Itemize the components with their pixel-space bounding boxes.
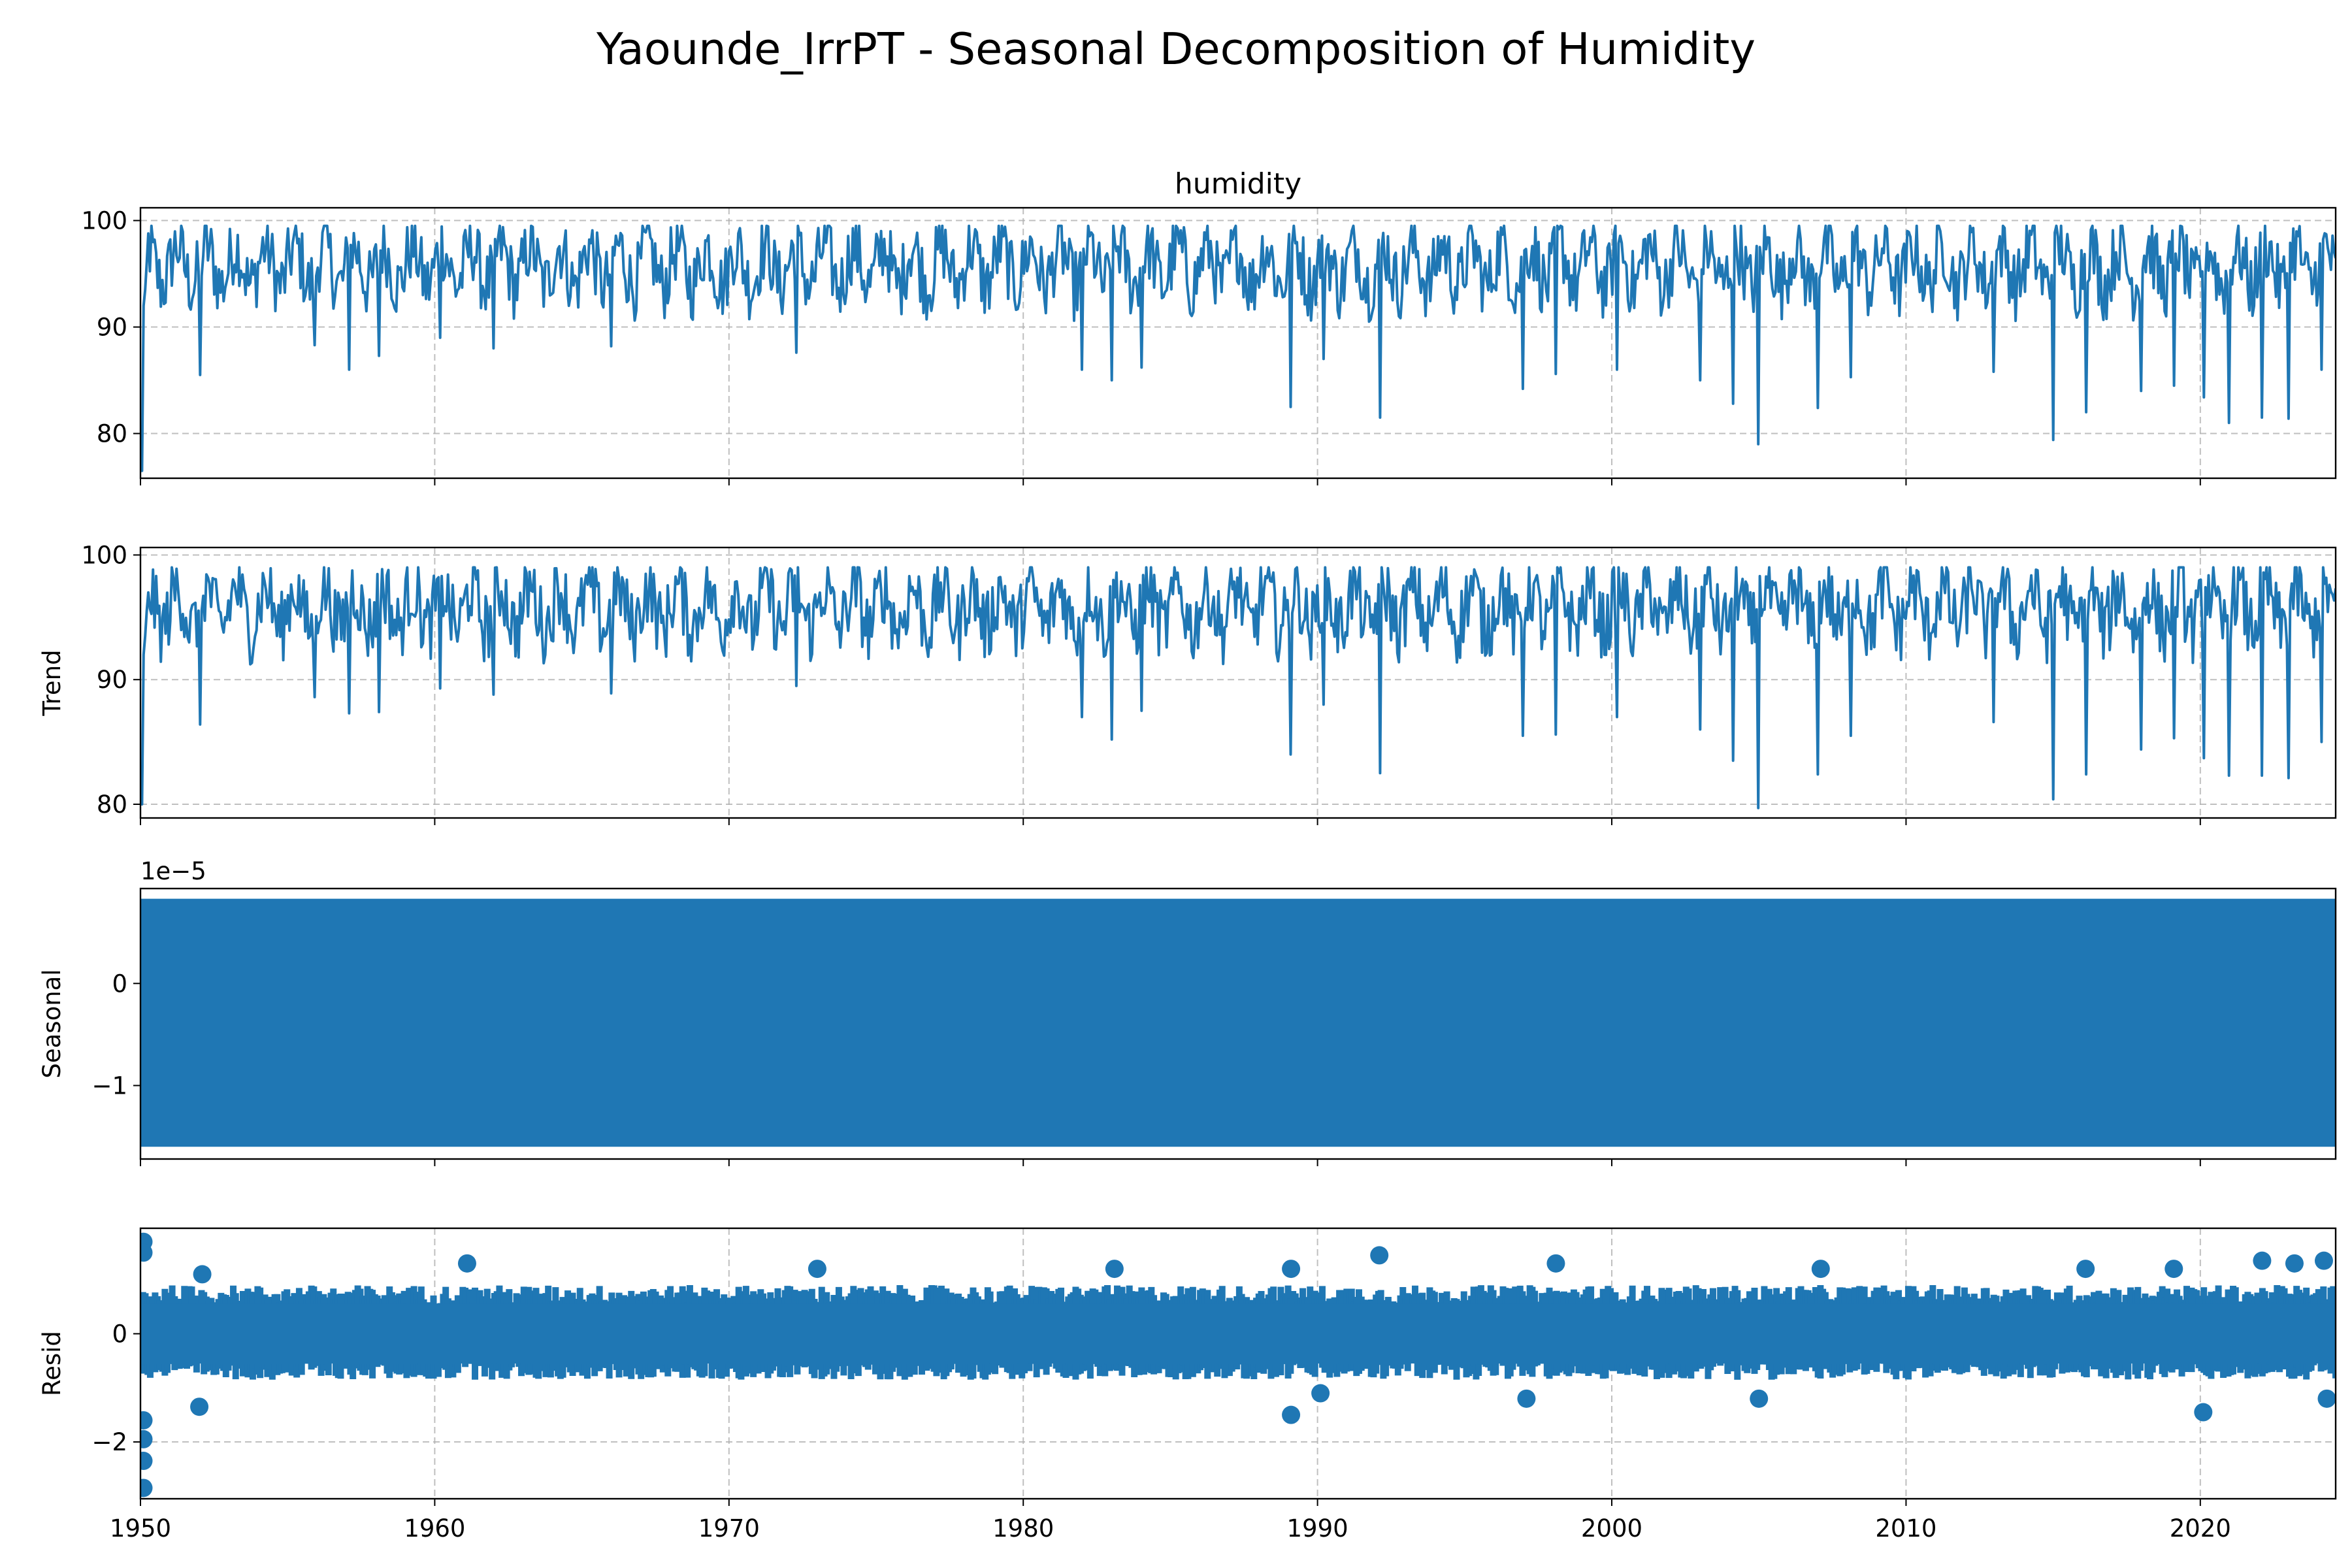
- y-tick-label: 90: [97, 666, 127, 694]
- y-tick-label: 0: [112, 1320, 127, 1348]
- y-axis-label: Seasonal: [38, 969, 66, 1078]
- data-point: [2253, 1251, 2272, 1270]
- y-offset-text: 1e−5: [140, 857, 206, 885]
- data-point: [1811, 1260, 1830, 1279]
- y-axis-label: Resid: [38, 1331, 66, 1396]
- panel-resid: −2 0 1950 1960 1970 1980 1990 2000 2010 2020 Resid: [38, 1227, 2337, 1543]
- data-point: [457, 1254, 476, 1273]
- data-point: [193, 1265, 212, 1284]
- panel-seasonal: −1 0 Seasonal 1e−5: [38, 857, 2337, 1166]
- data-point: [2194, 1403, 2213, 1422]
- data-point: [2314, 1251, 2333, 1270]
- data-point: [140, 1411, 153, 1429]
- plot-area: [140, 224, 2336, 472]
- data-point: [1282, 1260, 1301, 1279]
- panel-title: humidity: [1175, 167, 1301, 201]
- y-tick-label: −1: [91, 1072, 127, 1100]
- panel-observed: 80 90 100 humidity: [81, 167, 2337, 485]
- x-tick-label: 1970: [698, 1514, 760, 1543]
- x-tick-label: 1990: [1287, 1514, 1348, 1543]
- data-point: [1311, 1384, 1330, 1403]
- y-tick-label: 100: [81, 207, 127, 235]
- x-tick-label: 1980: [992, 1514, 1054, 1543]
- data-point: [1370, 1246, 1389, 1265]
- panel-trend: 80 90 100 Trend: [38, 541, 2337, 825]
- data-point: [808, 1260, 826, 1279]
- seasonal-band: [140, 898, 2336, 1147]
- x-tick-label: 1960: [404, 1514, 465, 1543]
- data-point: [190, 1397, 209, 1416]
- data-point: [2164, 1260, 2183, 1279]
- axes-frame: [139, 887, 2337, 1160]
- series-line-observed: [140, 224, 2336, 472]
- y-tick-label: 80: [97, 420, 127, 448]
- resid-core: [140, 1303, 2336, 1364]
- x-tick-label: 2010: [1875, 1514, 1936, 1543]
- x-tick-label: 2020: [2170, 1514, 2231, 1543]
- figure-title: Yaounde_IrrPT - Seasonal Decomposition o…: [596, 24, 1756, 74]
- data-point: [1517, 1389, 1536, 1408]
- data-point: [1750, 1389, 1769, 1408]
- data-point: [140, 1478, 153, 1497]
- data-point: [1282, 1405, 1301, 1424]
- y-tick-label: 0: [112, 970, 127, 998]
- data-point: [1105, 1260, 1124, 1279]
- data-point: [2317, 1389, 2336, 1408]
- axes-frame: [139, 1227, 2337, 1500]
- data-point: [2076, 1260, 2095, 1279]
- y-tick-label: 100: [81, 541, 127, 569]
- data-point: [140, 1452, 153, 1471]
- plot-area: [140, 566, 2336, 809]
- y-tick-label: 90: [97, 314, 127, 342]
- x-tick-label: 2000: [1581, 1514, 1642, 1543]
- data-point: [2285, 1254, 2304, 1273]
- data-point: [140, 1243, 153, 1262]
- plot-area: [140, 1232, 2336, 1497]
- y-axis-label: Trend: [38, 649, 66, 716]
- plot-area: [140, 898, 2336, 1147]
- y-tick-label: 80: [97, 791, 127, 819]
- series-line-trend: [140, 566, 2336, 809]
- axes-frame: [139, 546, 2337, 819]
- data-point: [1546, 1254, 1565, 1273]
- data-point: [140, 1429, 153, 1448]
- y-tick-label: −2: [91, 1428, 127, 1456]
- x-tick-label: 1950: [110, 1514, 171, 1543]
- axes-frame: [139, 206, 2337, 480]
